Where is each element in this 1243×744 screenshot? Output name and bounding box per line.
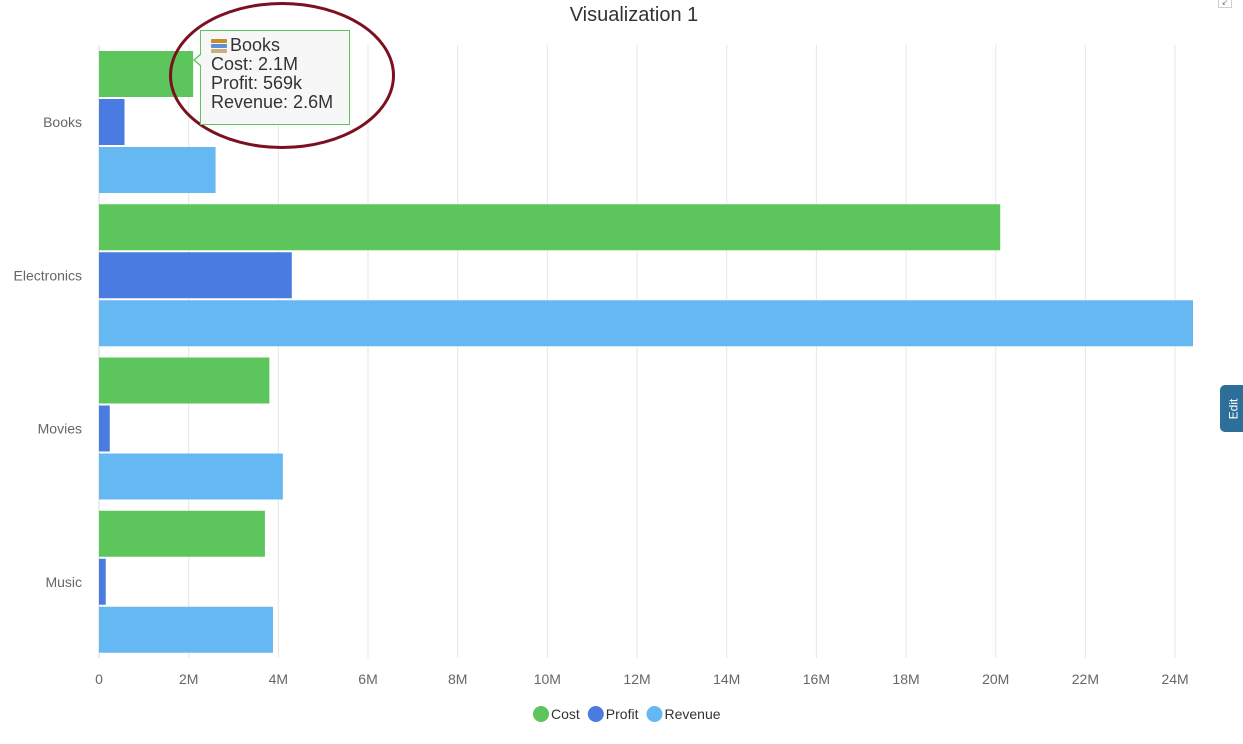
category-labels: Books Electronics Movies Music <box>14 114 82 590</box>
tooltip-header: Books <box>211 36 339 55</box>
legend-label-profit[interactable]: Profit <box>606 706 639 722</box>
x-tick-label: 14M <box>713 671 740 687</box>
bar-profit-music[interactable] <box>99 558 106 605</box>
x-tick-label: 16M <box>803 671 830 687</box>
bar-cost-music[interactable] <box>99 510 265 557</box>
legend-label-revenue[interactable]: Revenue <box>664 706 720 722</box>
bars <box>99 51 1193 653</box>
x-tick-label: 20M <box>982 671 1009 687</box>
book-icon <box>211 38 227 53</box>
tooltip-arrow <box>193 53 202 67</box>
category-label: Music <box>45 574 82 590</box>
tooltip-revenue: Revenue: 2.6M <box>211 92 334 112</box>
tooltip-cost: Cost: 2.1M <box>211 54 299 74</box>
category-label: Electronics <box>14 267 82 283</box>
bar-revenue-music[interactable] <box>99 606 273 653</box>
x-tick-label: 6M <box>358 671 377 687</box>
chart-title: Visualization 1 <box>570 4 699 26</box>
category-label: Books <box>43 114 82 130</box>
legend-label-cost[interactable]: Cost <box>551 706 580 722</box>
x-tick-label: 10M <box>534 671 561 687</box>
legend-swatch-profit[interactable] <box>587 706 604 722</box>
x-tick-label: 2M <box>179 671 198 687</box>
bar-profit-movies[interactable] <box>99 405 110 452</box>
legend-swatch-cost[interactable] <box>533 706 549 722</box>
category-label: Movies <box>38 421 82 437</box>
x-tick-label: 4M <box>269 671 288 687</box>
tooltip-profit: Profit: 569k <box>211 73 303 93</box>
bar-cost-electronics[interactable] <box>99 204 1001 251</box>
bar-revenue-books[interactable] <box>99 147 216 193</box>
x-tick-label: 24M <box>1161 671 1188 687</box>
bar-profit-books[interactable] <box>99 99 125 145</box>
x-tick-label: 12M <box>623 671 650 687</box>
bar-cost-movies[interactable] <box>99 357 270 404</box>
expand-icon[interactable]: ↙ <box>1218 0 1232 8</box>
legend-swatch-revenue[interactable] <box>646 706 663 722</box>
annotation-circle <box>169 2 395 149</box>
edit-label: Edit <box>1226 398 1240 419</box>
edit-button[interactable]: Edit <box>1220 385 1243 432</box>
x-tick-label: 18M <box>892 671 919 687</box>
bar-profit-electronics[interactable] <box>99 252 292 299</box>
legend: Cost Profit Revenue <box>533 706 721 722</box>
bar-revenue-movies[interactable] <box>99 453 283 500</box>
bar-revenue-electronics[interactable] <box>99 300 1193 347</box>
x-tick-label: 8M <box>448 671 467 687</box>
tooltip: Books Cost: 2.1M Profit: 569k Revenue: 2… <box>193 30 350 125</box>
x-axis-ticks: 0 2M 4M 6M 8M 10M 12M 14M 16M 18M 20M 22M 24M <box>95 671 1189 687</box>
x-tick-label: 0 <box>95 671 103 687</box>
tooltip-title: Books <box>230 35 281 55</box>
x-tick-label: 22M <box>1072 671 1099 687</box>
